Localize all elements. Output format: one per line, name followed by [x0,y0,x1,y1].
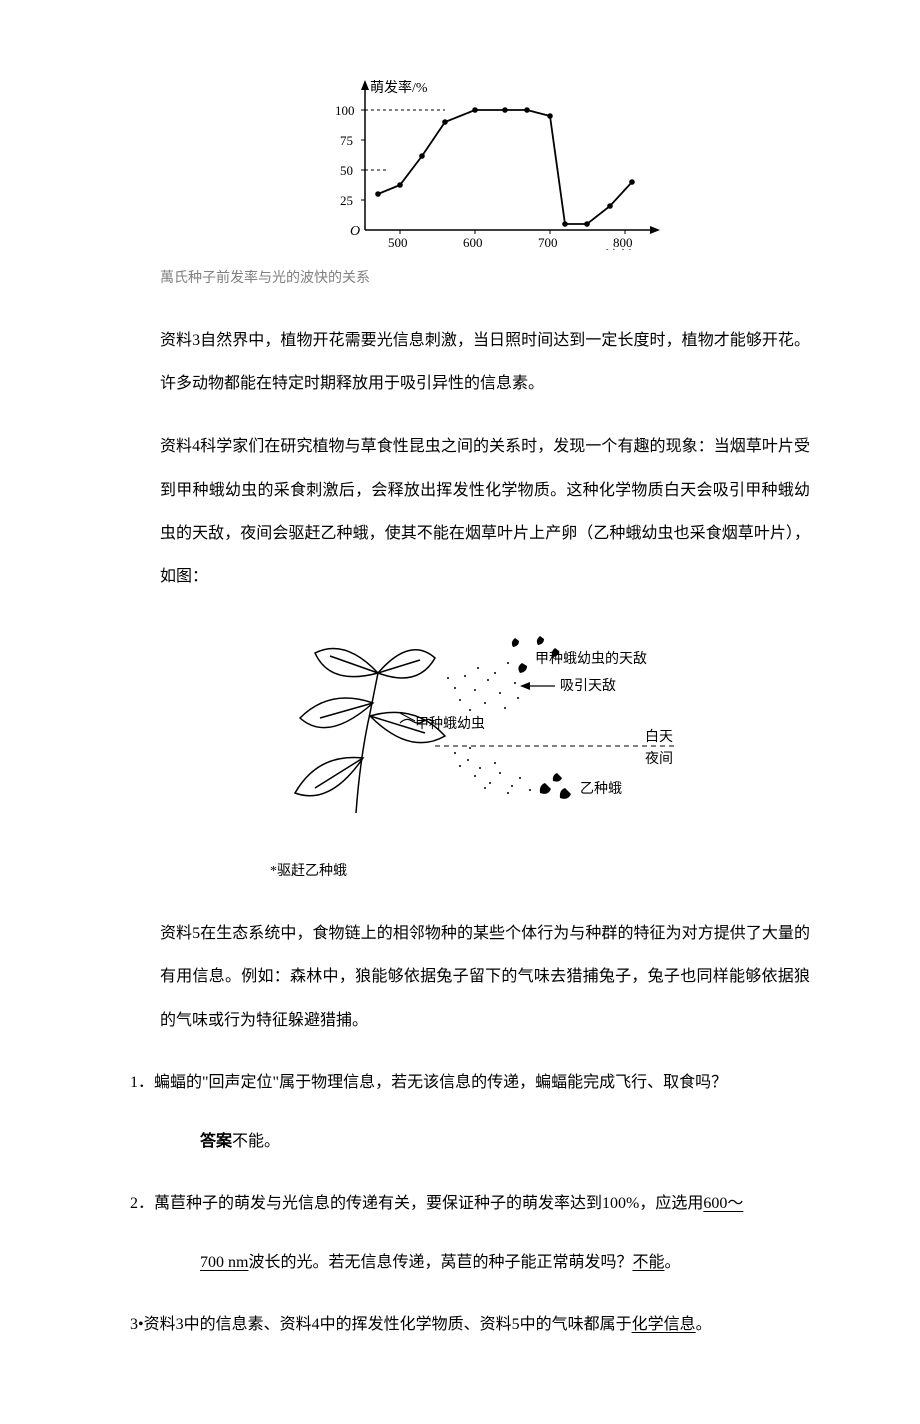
q1-number: 1． [130,1074,154,1091]
question-2: 2．萬苣种子的萌发与光信息的传递有关，要保证种子的萌发率达到100%，应选用60… [130,1183,810,1225]
question-3: 3•资料3中的信息素、资料4中的挥发性化学物质、资料5中的气味都属于化学信息。 [130,1304,810,1346]
tobacco-moth-illustration: 甲种蛾幼虫的天敌 吸引天敌 甲种蛾幼虫 白天 夜间 乙种蛾 [260,618,810,836]
q1-answer-text: 不能。 [232,1133,280,1150]
label-moth-b: 乙种蛾 [580,781,622,797]
paragraph-3: 资料3自然界中，植物开花需要光信息刺激，当日照时间达到一定长度时，植物才能够开花… [160,319,810,405]
illustration-caption: *驱赶乙种蛾 [270,861,810,882]
svg-text:萌发率/%: 萌发率/% [370,80,428,96]
q2-answer-inline: 不能 [632,1254,664,1271]
q2-underlined1: 600～ [703,1195,743,1212]
label-nighttime: 夜间 [645,751,673,767]
paragraph-5: 资料5在生态系统中，食物链上的相邻物种的某些个体行为与种群的特征为对方提供了大量… [160,912,810,1042]
germination-chart: O 25 50 75 100 500 600 700 800 萌发率/% 波长/… [330,80,810,258]
label-enemy: 甲种蛾幼虫的天敌 [535,651,647,667]
question-2-line2: 700 nm波长的光。若无信息传递，莴苣的种子能正常萌发吗？不能。 [200,1242,810,1284]
svg-text:50: 50 [340,163,353,178]
q2-number: 2． [130,1195,154,1212]
answer-1: 答案不能。 [200,1121,810,1163]
q2-line2-after: 波长的光。若无信息传递，莴苣的种子能正常萌发吗？ [248,1254,632,1271]
q1-text: 蝙蝠的"回声定位"属于物理信息，若无该信息的传递，蝙蝠能完成飞行、取食吗？ [154,1074,727,1091]
q2-line2-under: 700 nm [200,1254,248,1271]
q3-text-after: 。 [696,1316,712,1333]
svg-text:800: 800 [613,235,633,250]
label-attract: 吸引天敌 [560,678,616,694]
q3-number: 3• [130,1316,144,1333]
label-daytime: 白天 [645,729,673,745]
svg-text:100: 100 [335,103,355,118]
svg-text:O: O [350,224,360,239]
chart-caption: 萬氏种子前发率与光的波快的关系 [160,268,810,289]
q2-text-before: 萬苣种子的萌发与光信息的传递有关，要保证种子的萌发率达到100%，应选用 [154,1195,703,1212]
svg-text:700: 700 [538,235,558,250]
svg-text:波长/nm: 波长/nm [605,249,655,250]
svg-text:500: 500 [388,235,408,250]
q3-underlined: 化学信息 [632,1316,696,1333]
svg-text:75: 75 [340,133,353,148]
q1-answer-label: 答案 [200,1133,232,1150]
svg-text:600: 600 [463,235,483,250]
q3-text-before: 资料3中的信息素、资料4中的挥发性化学物质、资料5中的气味都属于 [144,1316,632,1333]
q2-text-end: 。 [664,1254,680,1271]
paragraph-4: 资料4科学家们在研究植物与草食性昆虫之间的关系时，发现一个有趣的现象：当烟草叶片… [160,425,810,598]
label-larva-a: 甲种蛾幼虫 [415,716,485,732]
svg-text:25: 25 [340,193,353,208]
question-1: 1．蝙蝠的"回声定位"属于物理信息，若无该信息的传递，蝙蝠能完成飞行、取食吗？ [130,1062,810,1104]
